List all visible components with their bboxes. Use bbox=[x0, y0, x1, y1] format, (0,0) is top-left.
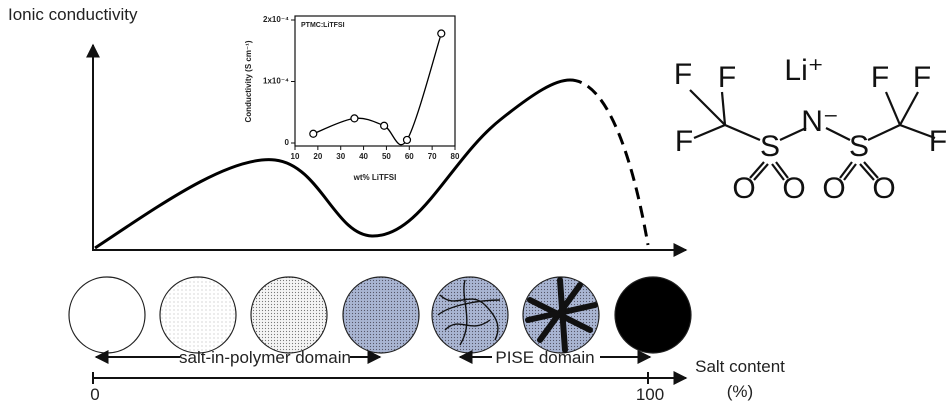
data-point bbox=[380, 121, 389, 130]
data-point bbox=[350, 114, 359, 123]
inset-chart: PTMC:LiTFSI wt% LiTFSI Conductivity (S cm⁻… bbox=[244, 15, 460, 182]
x-tick-label: 30 bbox=[336, 152, 345, 161]
x-tick-label: 60 bbox=[405, 152, 414, 161]
atom: S bbox=[849, 130, 869, 163]
inset-title: PTMC:LiTFSI bbox=[301, 22, 345, 29]
x-axis-label: wt% LiTFSI bbox=[353, 173, 397, 182]
axis-unit: (%) bbox=[727, 382, 753, 401]
atom: F bbox=[675, 125, 693, 158]
counterion: Li⁺ bbox=[784, 54, 823, 87]
x-tick-label: 40 bbox=[359, 152, 368, 161]
data-point bbox=[402, 135, 412, 145]
network-thin bbox=[437, 279, 501, 346]
morphology-circles bbox=[68, 276, 692, 354]
x-tick-label: 20 bbox=[313, 152, 322, 161]
inset-frame bbox=[294, 15, 456, 147]
atom: O bbox=[872, 172, 895, 205]
x-tick-label: 80 bbox=[451, 152, 460, 161]
circle bbox=[250, 276, 328, 354]
atom: S bbox=[760, 130, 780, 163]
circle bbox=[68, 276, 146, 354]
y-tick-label: 0 bbox=[285, 138, 290, 147]
conductivity-curve-dashed bbox=[569, 78, 650, 246]
atom: F bbox=[718, 61, 736, 94]
axis-start: 0 bbox=[90, 385, 99, 404]
y-tick-label: 1x10⁻⁴ bbox=[263, 77, 289, 86]
x-tick-label: 50 bbox=[382, 152, 391, 161]
axis-label: Salt content bbox=[695, 357, 785, 376]
circle bbox=[431, 276, 509, 354]
data-point bbox=[309, 129, 318, 138]
network-thick bbox=[525, 277, 598, 353]
conductivity-curve bbox=[94, 78, 571, 250]
atom: F bbox=[913, 61, 931, 94]
axis-end: 100 bbox=[636, 385, 664, 404]
y-axis-label: Conductivity (S cm⁻¹) bbox=[244, 40, 253, 122]
atom: O bbox=[782, 172, 805, 205]
atom: N⁻ bbox=[801, 105, 839, 138]
circle bbox=[614, 276, 692, 354]
axis-label: Ionic conductivity bbox=[8, 5, 138, 24]
atom: F bbox=[871, 61, 889, 94]
x-tick-label: 70 bbox=[428, 152, 437, 161]
circle bbox=[159, 276, 237, 354]
atom: F bbox=[674, 58, 692, 91]
circle bbox=[342, 276, 420, 354]
x-tick-label: 10 bbox=[291, 152, 300, 161]
bonds bbox=[689, 89, 936, 181]
atom: O bbox=[732, 172, 755, 205]
domain-label: PISE domain bbox=[495, 348, 594, 367]
atom: O bbox=[822, 172, 845, 205]
domain-label: salt-in-polymer domain bbox=[179, 348, 351, 367]
data-point bbox=[437, 29, 446, 38]
atom: F bbox=[929, 125, 947, 158]
y-tick-label: 2x10⁻⁴ bbox=[263, 15, 289, 24]
